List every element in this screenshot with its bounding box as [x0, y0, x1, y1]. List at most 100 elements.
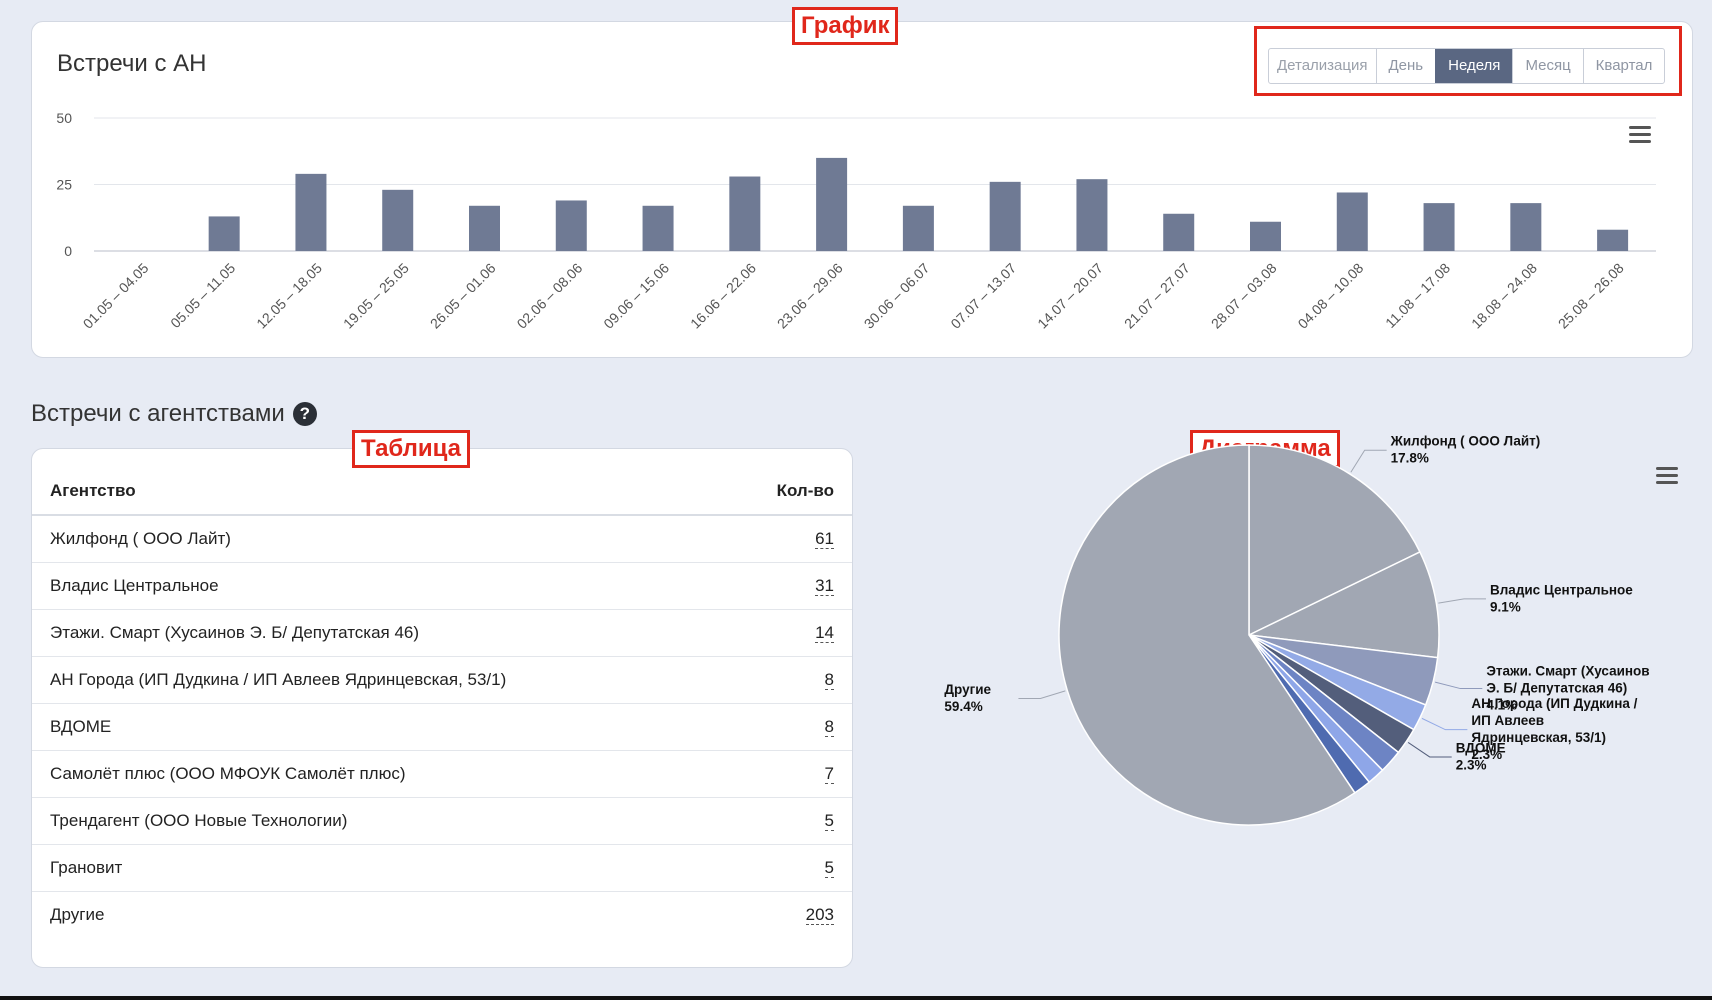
x-tick-label: 21.07 – 27.07 [1121, 260, 1193, 332]
pie-name-label: ВДОМЕ [1456, 740, 1506, 755]
agency-count-link[interactable]: 31 [815, 576, 834, 596]
bar[interactable] [1336, 192, 1368, 251]
bar[interactable] [989, 181, 1021, 251]
pie-slice[interactable] [1058, 444, 1356, 826]
agency-count-link[interactable]: 7 [824, 764, 834, 784]
bar[interactable] [902, 205, 934, 251]
x-tick-label: 12.05 – 18.05 [253, 260, 325, 332]
bar[interactable] [816, 157, 848, 251]
chart-title: Встречи с АН [57, 50, 207, 77]
agency-name: Владис Центральное [32, 562, 722, 610]
table-row: Трендагент (ООО Новые Технологии) 5 [32, 797, 852, 845]
pie-menu-icon[interactable] [1656, 467, 1678, 485]
agency-name: Другие [50, 905, 105, 924]
agency-count-link[interactable]: 14 [815, 623, 834, 643]
agency-name: Жилфонд ( ООО Лайт) [32, 515, 722, 563]
bar[interactable] [1076, 179, 1108, 251]
weekly-meetings-chart-panel: Встречи с АН Детализация День Неделя Мес… [31, 21, 1693, 358]
x-tick-label: 01.05 – 04.05 [80, 260, 152, 332]
agency-count-link[interactable]: 8 [824, 717, 834, 737]
agencies-section-title: Встречи с агентствами ? [31, 400, 317, 428]
pie-name-label: Владис Центральное [1490, 582, 1633, 597]
agencies-pie-chart: Жилфонд ( ООО Лайт) 17.8% Владис Центральн… [944, 434, 1650, 826]
table-row: Владис Центральное 31 [32, 562, 852, 610]
pie-name-label: Ядринцевская, 53/1) [1471, 730, 1606, 745]
x-tick-label: 30.06 – 06.07 [861, 260, 933, 332]
y-tick-label: 0 [64, 243, 72, 259]
agency-name: АН Города (ИП Дудкина / ИП Авлеев Ядринц… [32, 656, 722, 704]
detail-month-button[interactable]: Месяц [1512, 49, 1582, 83]
detail-week-button[interactable]: Неделя [1435, 49, 1513, 83]
x-tick-label: 09.06 – 15.06 [600, 260, 672, 332]
x-tick-label: 18.08 – 24.08 [1468, 260, 1540, 332]
pie-connector [1407, 742, 1452, 758]
bar[interactable] [1597, 229, 1629, 251]
agency-count-link[interactable]: 5 [824, 811, 834, 831]
x-tick-label: 23.06 – 29.06 [774, 260, 846, 332]
agency-count-link[interactable]: 203 [805, 905, 834, 925]
table-header-row: Агентство Кол-во [32, 468, 852, 516]
detail-day-button[interactable]: День [1375, 49, 1436, 83]
bar[interactable] [729, 176, 761, 251]
bar[interactable] [208, 216, 240, 251]
bar[interactable] [382, 189, 414, 251]
table-annotation: Таблица [352, 430, 471, 468]
pie-percent-label: 2.3% [1471, 747, 1502, 762]
y-tick-label: 25 [56, 177, 72, 193]
x-tick-label: 19.05 – 25.05 [340, 260, 412, 332]
x-tick-label: 28.07 – 03.08 [1208, 260, 1280, 332]
pie-percent-label: 9.1% [1490, 599, 1521, 614]
agency-name: Этажи. Смарт (Хусаинов Э. Б/ Депутатская… [32, 609, 722, 657]
bar[interactable] [642, 205, 674, 251]
col-count-header: Кол-во [721, 468, 852, 516]
bar[interactable] [555, 200, 587, 251]
x-tick-label: 04.08 – 10.08 [1295, 260, 1367, 332]
bar[interactable] [469, 205, 500, 251]
x-tick-label: 25.08 – 26.08 [1555, 260, 1627, 332]
pie-name-label: ИП Авлеев [1471, 713, 1544, 728]
col-agency-header: Агентство [32, 468, 722, 516]
table-row: ВДОМЕ 8 [32, 703, 852, 751]
detail-quarter-button[interactable]: Квартал [1582, 49, 1665, 83]
pie-percent-label: 17.8% [1391, 451, 1429, 466]
pie-connector [1421, 717, 1468, 731]
x-tick-label: 07.07 – 13.07 [947, 260, 1019, 332]
agency-count-link[interactable]: 8 [824, 670, 834, 690]
bar[interactable] [295, 173, 327, 251]
agency-name: Самолёт плюс (ООО МФОУК Самолёт плюс) [32, 750, 722, 798]
x-tick-label: 26.05 – 01.06 [427, 260, 499, 332]
pie-connector [1434, 681, 1483, 690]
y-tick-label: 50 [56, 110, 72, 126]
detail-selector: Детализация День Неделя Месяц Квартал [1268, 48, 1666, 84]
agency-name: Трендагент (ООО Новые Технологии) [32, 797, 722, 845]
agencies-title-text: Встречи с агентствами [31, 400, 285, 427]
pie-connector [1018, 690, 1066, 699]
bar[interactable] [1250, 221, 1281, 251]
x-tick-label: 05.05 – 11.05 [167, 260, 238, 331]
table-row: Самолёт плюс (ООО МФОУК Самолёт плюс) 7 [32, 750, 852, 798]
pie-slice[interactable] [1248, 444, 1421, 637]
pie-name-label: Другие [944, 682, 991, 697]
pie-connector [1350, 449, 1387, 473]
pie-name-label: Жилфонд ( ООО Лайт) [1390, 434, 1541, 449]
pie-percent-label: 59.4% [944, 699, 982, 714]
table-row: Этажи. Смарт (Хусаинов Э. Б/ Депутатская… [32, 609, 852, 657]
table-row: Грановит 5 [32, 844, 852, 892]
agency-count-link[interactable]: 5 [824, 858, 834, 878]
help-icon[interactable]: ? [292, 402, 317, 426]
table-row: Жилфонд ( ООО Лайт) 61 [32, 515, 852, 563]
bar[interactable] [1423, 203, 1455, 251]
pie-connector [1438, 598, 1486, 604]
agency-name: Грановит [32, 844, 722, 892]
x-tick-label: 14.07 – 20.07 [1034, 260, 1106, 332]
table-row: Другие 203 [32, 892, 852, 939]
chart-menu-icon[interactable] [1629, 126, 1651, 144]
bar[interactable] [1163, 213, 1195, 251]
table-row: АН Города (ИП Дудкина / ИП Авлеев Ядринц… [32, 656, 852, 704]
agency-count-link[interactable]: 61 [815, 529, 834, 549]
pie-name-label: АН Города (ИП Дудкина / [1471, 696, 1637, 711]
chart-annotation: График [792, 7, 899, 45]
pie-slice[interactable] [1246, 550, 1440, 659]
bar[interactable] [1510, 203, 1542, 251]
agencies-table: Агентство Кол-во Жилфонд ( ООО Лайт) 61 … [32, 468, 852, 938]
